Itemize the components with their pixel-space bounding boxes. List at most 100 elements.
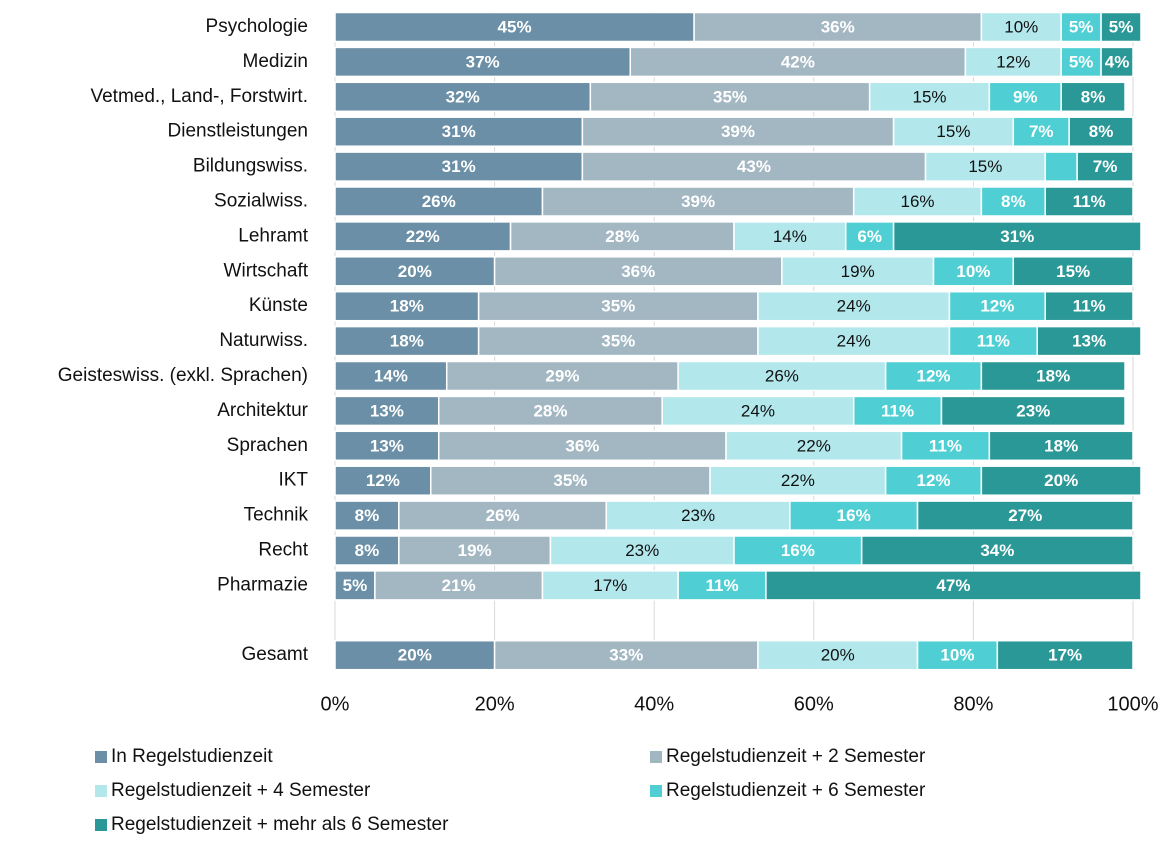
bar-segment — [1060, 11, 1102, 43]
data-label: 15% — [1056, 262, 1090, 281]
x-tick-label: 0% — [321, 693, 350, 715]
data-label: 10% — [940, 646, 974, 665]
category-label: Künste — [249, 295, 308, 316]
category-label: Dienstleistungen — [168, 121, 308, 142]
data-label: 20% — [1044, 471, 1078, 490]
data-label: 18% — [1044, 436, 1078, 455]
legend-swatch — [95, 751, 107, 763]
data-label: 16% — [837, 506, 871, 525]
data-label: 9% — [1013, 87, 1038, 106]
data-label: 8% — [355, 506, 380, 525]
x-tick-label: 80% — [953, 693, 993, 715]
category-label: Recht — [258, 540, 308, 561]
data-label: 35% — [553, 471, 587, 490]
bar-segment — [430, 465, 711, 496]
bar-segment — [509, 221, 735, 252]
bar-segment — [334, 11, 695, 43]
data-label: 12% — [916, 471, 950, 490]
bar-segment — [892, 221, 1142, 252]
bar-segment — [709, 465, 887, 496]
bar-segment — [334, 46, 632, 78]
data-label: 26% — [422, 192, 456, 211]
bar-segment — [581, 116, 895, 147]
bar-segment — [1044, 290, 1134, 322]
legend-label: In Regelstudienzeit — [111, 746, 273, 767]
data-label: 11% — [705, 576, 738, 595]
data-label: 28% — [605, 227, 639, 246]
bar-segment — [852, 186, 983, 217]
data-label: 45% — [498, 17, 532, 36]
data-label: 18% — [390, 332, 424, 351]
bar-segment — [334, 221, 512, 252]
data-label: 17% — [1048, 646, 1082, 665]
data-label: 11% — [881, 401, 914, 420]
data-label: 5% — [1069, 17, 1094, 36]
bar-segment — [1036, 325, 1142, 357]
data-label: 31% — [442, 157, 476, 176]
data-label: 24% — [837, 297, 871, 316]
category-label: Vetmed., Land-, Forstwirt. — [90, 86, 308, 107]
data-label: 23% — [681, 506, 715, 525]
data-label: 24% — [837, 332, 871, 351]
data-label: 8% — [1081, 87, 1106, 106]
data-label: 11% — [1073, 297, 1106, 316]
bar-segment — [932, 256, 1015, 287]
bar-segment — [334, 465, 432, 496]
data-label: 21% — [442, 576, 476, 595]
data-label: 37% — [466, 52, 500, 71]
data-label: 35% — [601, 297, 635, 316]
legend-swatch — [95, 819, 107, 831]
data-label: 47% — [936, 576, 970, 595]
data-label: 35% — [713, 87, 747, 106]
bar-segment — [765, 570, 1142, 601]
bar-segment — [334, 500, 400, 531]
data-label: 18% — [1036, 366, 1070, 385]
bar-segment — [884, 360, 983, 392]
data-label: 12% — [980, 297, 1014, 316]
bar-segment — [884, 465, 983, 496]
bar-segment — [541, 570, 679, 601]
data-label: 36% — [821, 17, 855, 36]
category-label: Gesamt — [241, 644, 308, 665]
data-label: 31% — [1000, 227, 1034, 246]
data-label: 39% — [721, 122, 755, 141]
bar-segment — [437, 430, 727, 462]
data-label: 43% — [737, 157, 771, 176]
bar-segment — [916, 639, 999, 671]
data-label: 8% — [1089, 122, 1114, 141]
category-label: Bildungswiss. — [193, 156, 308, 177]
category-label: Geisteswiss. (exkl. Sprachen) — [58, 365, 308, 386]
data-label: 20% — [398, 646, 432, 665]
legend-label: Regelstudienzeit + 2 Semester — [666, 746, 926, 767]
data-label: 15% — [912, 87, 946, 106]
bar-segment — [493, 256, 783, 287]
data-label: 28% — [533, 401, 567, 420]
data-label: 12% — [916, 366, 950, 385]
bar-segment — [334, 395, 440, 427]
category-label: Sprachen — [227, 435, 308, 456]
bar-segment — [334, 360, 448, 392]
bar-segment — [924, 151, 1046, 182]
data-label: 36% — [621, 262, 655, 281]
bar-segment — [988, 430, 1134, 462]
data-label: 14% — [773, 227, 807, 246]
data-label: 7% — [1029, 122, 1054, 141]
bar-segment — [398, 535, 552, 566]
data-label: 16% — [781, 541, 815, 560]
data-label: 24% — [741, 401, 775, 420]
bar-segment — [980, 465, 1142, 496]
category-label: IKT — [278, 470, 308, 491]
bar-segment — [334, 570, 376, 601]
bar-segment — [677, 360, 887, 392]
data-label: 15% — [968, 157, 1002, 176]
data-label: 12% — [996, 52, 1030, 71]
data-label: 5% — [343, 576, 368, 595]
data-label: 19% — [841, 262, 875, 281]
category-label: Lehramt — [238, 225, 308, 246]
bar-segment — [1100, 46, 1134, 78]
bar-segment — [1044, 151, 1078, 182]
data-label: 13% — [370, 436, 404, 455]
bar-segment — [1012, 256, 1134, 287]
data-label: 17% — [593, 576, 627, 595]
